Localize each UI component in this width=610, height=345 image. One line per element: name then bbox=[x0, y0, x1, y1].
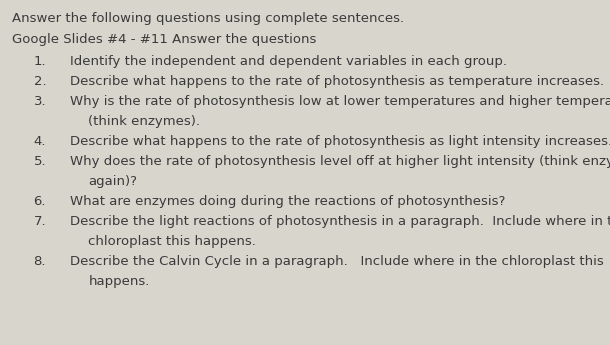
Text: Identify the independent and dependent variables in each group.: Identify the independent and dependent v… bbox=[70, 55, 507, 68]
Text: 4.: 4. bbox=[34, 135, 46, 148]
Text: What are enzymes doing during the reactions of photosynthesis?: What are enzymes doing during the reacti… bbox=[70, 195, 506, 208]
Text: (think enzymes).: (think enzymes). bbox=[88, 115, 201, 128]
Text: 5.: 5. bbox=[34, 155, 46, 168]
Text: happens.: happens. bbox=[88, 275, 150, 288]
Text: 6.: 6. bbox=[34, 195, 46, 208]
Text: Describe the light reactions of photosynthesis in a paragraph.  Include where in: Describe the light reactions of photosyn… bbox=[70, 215, 610, 228]
Text: Describe the Calvin Cycle in a paragraph.   Include where in the chloroplast thi: Describe the Calvin Cycle in a paragraph… bbox=[70, 255, 604, 268]
Text: 8.: 8. bbox=[34, 255, 46, 268]
Text: Why does the rate of photosynthesis level off at higher light intensity (think e: Why does the rate of photosynthesis leve… bbox=[70, 155, 610, 168]
Text: Answer the following questions using complete sentences.: Answer the following questions using com… bbox=[12, 12, 404, 25]
Text: again)?: again)? bbox=[88, 175, 137, 188]
Text: Describe what happens to the rate of photosynthesis as light intensity increases: Describe what happens to the rate of pho… bbox=[70, 135, 610, 148]
Text: 7.: 7. bbox=[34, 215, 46, 228]
Text: Google Slides #4 - #11 Answer the questions: Google Slides #4 - #11 Answer the questi… bbox=[12, 33, 317, 47]
Text: Describe what happens to the rate of photosynthesis as temperature increases.: Describe what happens to the rate of pho… bbox=[70, 75, 605, 88]
Text: Why is the rate of photosynthesis low at lower temperatures and higher temperatu: Why is the rate of photosynthesis low at… bbox=[70, 95, 610, 108]
Text: 2.: 2. bbox=[34, 75, 46, 88]
Text: 3.: 3. bbox=[34, 95, 46, 108]
Text: 1.: 1. bbox=[34, 55, 46, 68]
Text: chloroplast this happens.: chloroplast this happens. bbox=[88, 235, 256, 248]
